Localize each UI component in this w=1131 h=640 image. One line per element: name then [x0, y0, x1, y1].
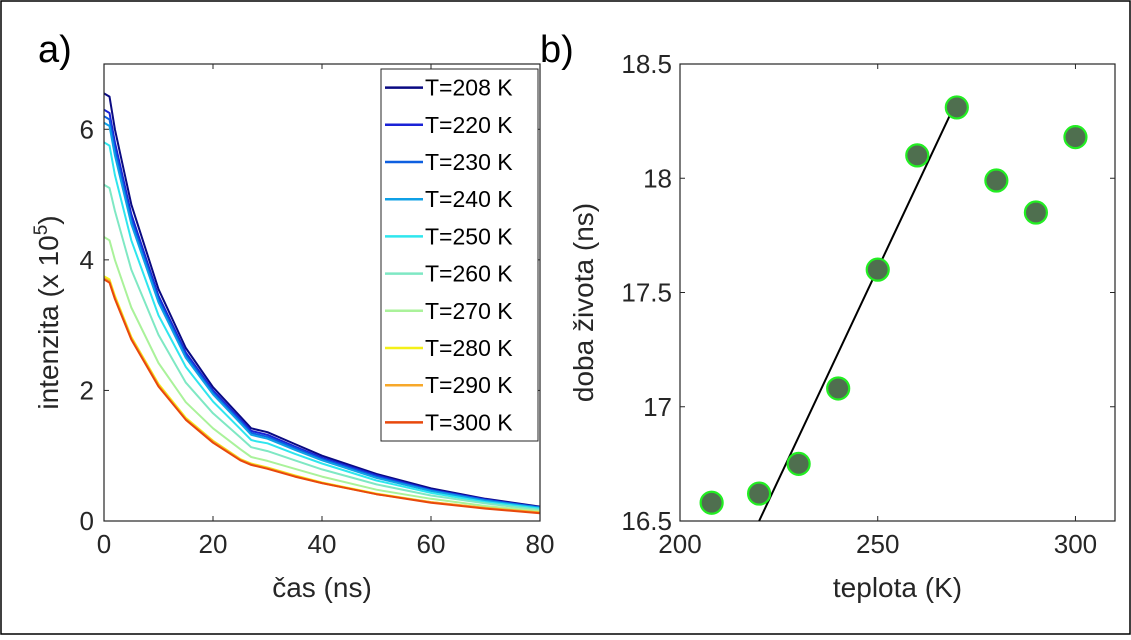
intensity-legend-label-7: T=270 K: [425, 298, 513, 324]
lifetime-y-tick-label: 18: [643, 163, 672, 193]
intensity-legend-label-6: T=260 K: [425, 261, 513, 287]
intensity-series-lines: [103, 92, 541, 515]
intensity-series-line-5: [103, 141, 541, 510]
lifetime-point-2: [746, 481, 772, 506]
lifetime-point-6: [905, 143, 930, 168]
lifetime-fit-line: [758, 100, 958, 522]
intensity-x-tick-label: 80: [526, 529, 555, 559]
intensity-x-tick-label: 60: [417, 529, 446, 559]
lifetime-point-7: [944, 95, 969, 120]
intensity-y-axis-label-main: intenzita (x 10: [33, 235, 64, 409]
intensity-legend-label-10: T=300 K: [425, 409, 513, 435]
intensity-y-tick-label: 4: [80, 245, 94, 275]
lifetime-point-4: [826, 376, 851, 401]
lifetime-y-tick-label: 18.5: [621, 49, 672, 79]
lifetime-x-tick-label: 250: [856, 529, 899, 559]
lifetime-point-10: [1063, 125, 1088, 150]
intensity-legend-label-3: T=230 K: [425, 149, 513, 175]
intensity-legend-label-5: T=250 K: [425, 223, 513, 249]
intensity-ticks: 0 20 40 60 80 0 2 4 6: [80, 64, 555, 559]
lifetime-x-tick-label: 300: [1054, 529, 1097, 559]
intensity-series-line-7: [103, 236, 541, 513]
intensity-legend-label-9: T=290 K: [425, 372, 513, 398]
lifetime-points: [699, 95, 1088, 515]
intensity-legend-label-1: T=208 K: [425, 75, 513, 101]
intensity-y-tick-label: 6: [80, 114, 94, 144]
intensity-legend-label-8: T=280 K: [425, 335, 513, 361]
lifetime-y-tick-label: 16.5: [621, 506, 672, 536]
intensity-series-line-1: [103, 92, 541, 508]
intensity-series-line-10: [103, 278, 541, 515]
intensity-x-tick-label: 20: [199, 529, 228, 559]
lifetime-point-9: [1023, 200, 1049, 225]
intensity-x-tick-label: 40: [308, 529, 337, 559]
lifetime-y-axis-label: doba života (ns): [568, 203, 599, 402]
intensity-chart: 0 20 40 60 80 0 2 4 6 čas (ns) intenzita (x 105)…: [31, 63, 555, 603]
intensity-x-axis-label: čas (ns): [272, 572, 372, 603]
lifetime-chart: 200 250 300 16.5 17 17.5 18 18.5 teplota (K) do…: [568, 49, 1116, 603]
lifetime-point-5: [865, 257, 890, 282]
lifetime-x-axis-label: teplota (K): [833, 572, 962, 603]
intensity-legend-box: [380, 68, 539, 442]
lifetime-point-1: [699, 490, 724, 515]
intensity-series-line-3: [103, 115, 541, 509]
intensity-legend-label-2: T=220 K: [425, 112, 513, 138]
intensity-y-axis-label: intenzita (x 105): [31, 215, 64, 409]
intensity-series-line-4: [103, 121, 541, 509]
intensity-y-axis-label-exponent: 5: [31, 225, 52, 236]
intensity-y-axis-label-end: ): [33, 215, 64, 224]
intensity-series-line-6: [103, 183, 541, 511]
lifetime-y-tick-label: 17.5: [621, 278, 672, 308]
panel-b-label: b): [540, 29, 574, 71]
intensity-x-tick-label: 0: [97, 529, 111, 559]
intensity-legend: T=208 K T=220 K T=230 K T=240 K T=250 K T=260…: [380, 68, 539, 442]
intensity-legend-label-4: T=240 K: [425, 186, 513, 212]
intensity-y-tick-label: 2: [80, 375, 94, 405]
intensity-y-tick-label: 0: [80, 506, 94, 536]
lifetime-x-tick-label: 200: [658, 529, 701, 559]
lifetime-y-tick-label: 17: [643, 392, 672, 422]
lifetime-point-3: [786, 451, 811, 476]
lifetime-ticks: 200 250 300 16.5 17 17.5 18 18.5: [621, 49, 1115, 559]
panel-a-label: a): [38, 29, 72, 71]
intensity-series-line-2: [103, 108, 541, 509]
lifetime-point-8: [984, 168, 1009, 193]
